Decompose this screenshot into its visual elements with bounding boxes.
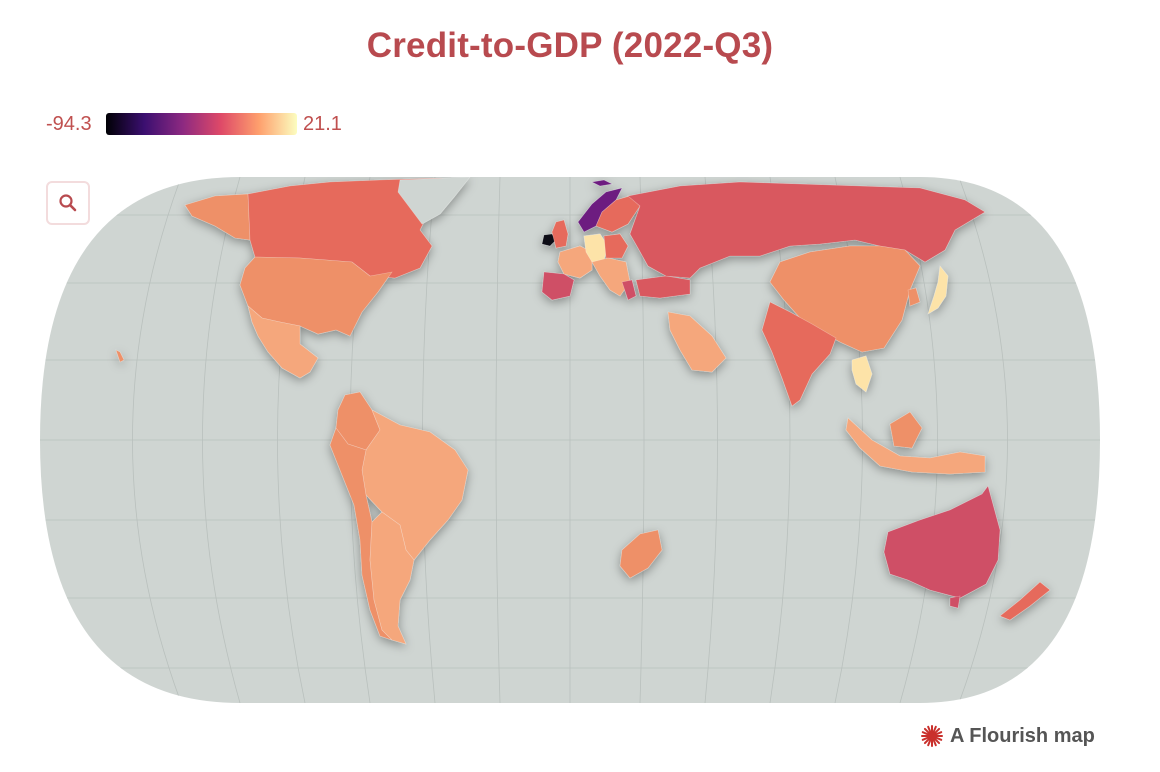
country-russia xyxy=(627,181,986,279)
search-icon xyxy=(59,194,77,212)
flourish-credit-link[interactable]: A Flourish map xyxy=(920,722,1095,750)
country-alaska xyxy=(184,193,251,241)
country-new-zealand xyxy=(999,581,1051,621)
country-france xyxy=(557,245,593,279)
country-greenland xyxy=(397,177,471,225)
map-title: Credit-to-GDP (2022-Q3) xyxy=(366,26,774,65)
country-borneo-philippines xyxy=(889,411,923,449)
country-mexico xyxy=(247,305,319,379)
country-svalbard xyxy=(591,179,613,187)
legend-max-label: 21.1 xyxy=(303,113,342,135)
country-spain-portugal xyxy=(541,271,575,301)
credit-text: A Flourish map xyxy=(950,724,1095,747)
country-poland xyxy=(603,233,629,259)
country-thailand xyxy=(851,355,873,393)
country-indonesia xyxy=(845,417,986,475)
country-hawaii xyxy=(115,349,125,363)
country-japan xyxy=(927,265,949,315)
country-australia xyxy=(883,485,1001,599)
country-uk xyxy=(551,219,569,249)
country-india xyxy=(761,301,837,407)
legend-gradient-bar xyxy=(106,113,297,135)
country-ireland xyxy=(541,233,557,247)
country-argentina xyxy=(369,511,415,645)
country-china xyxy=(769,245,921,353)
country-korea xyxy=(907,287,921,307)
flourish-logo-icon xyxy=(921,725,943,747)
country-saudi-arabia xyxy=(667,311,727,373)
country-usa xyxy=(239,256,393,337)
legend-min-label: -94.3 xyxy=(46,113,92,135)
country-tasmania xyxy=(949,595,961,609)
country-south-africa xyxy=(619,529,663,579)
country-turkey xyxy=(635,275,691,299)
country-greece xyxy=(621,279,637,301)
zoom-search-button[interactable] xyxy=(46,181,90,225)
